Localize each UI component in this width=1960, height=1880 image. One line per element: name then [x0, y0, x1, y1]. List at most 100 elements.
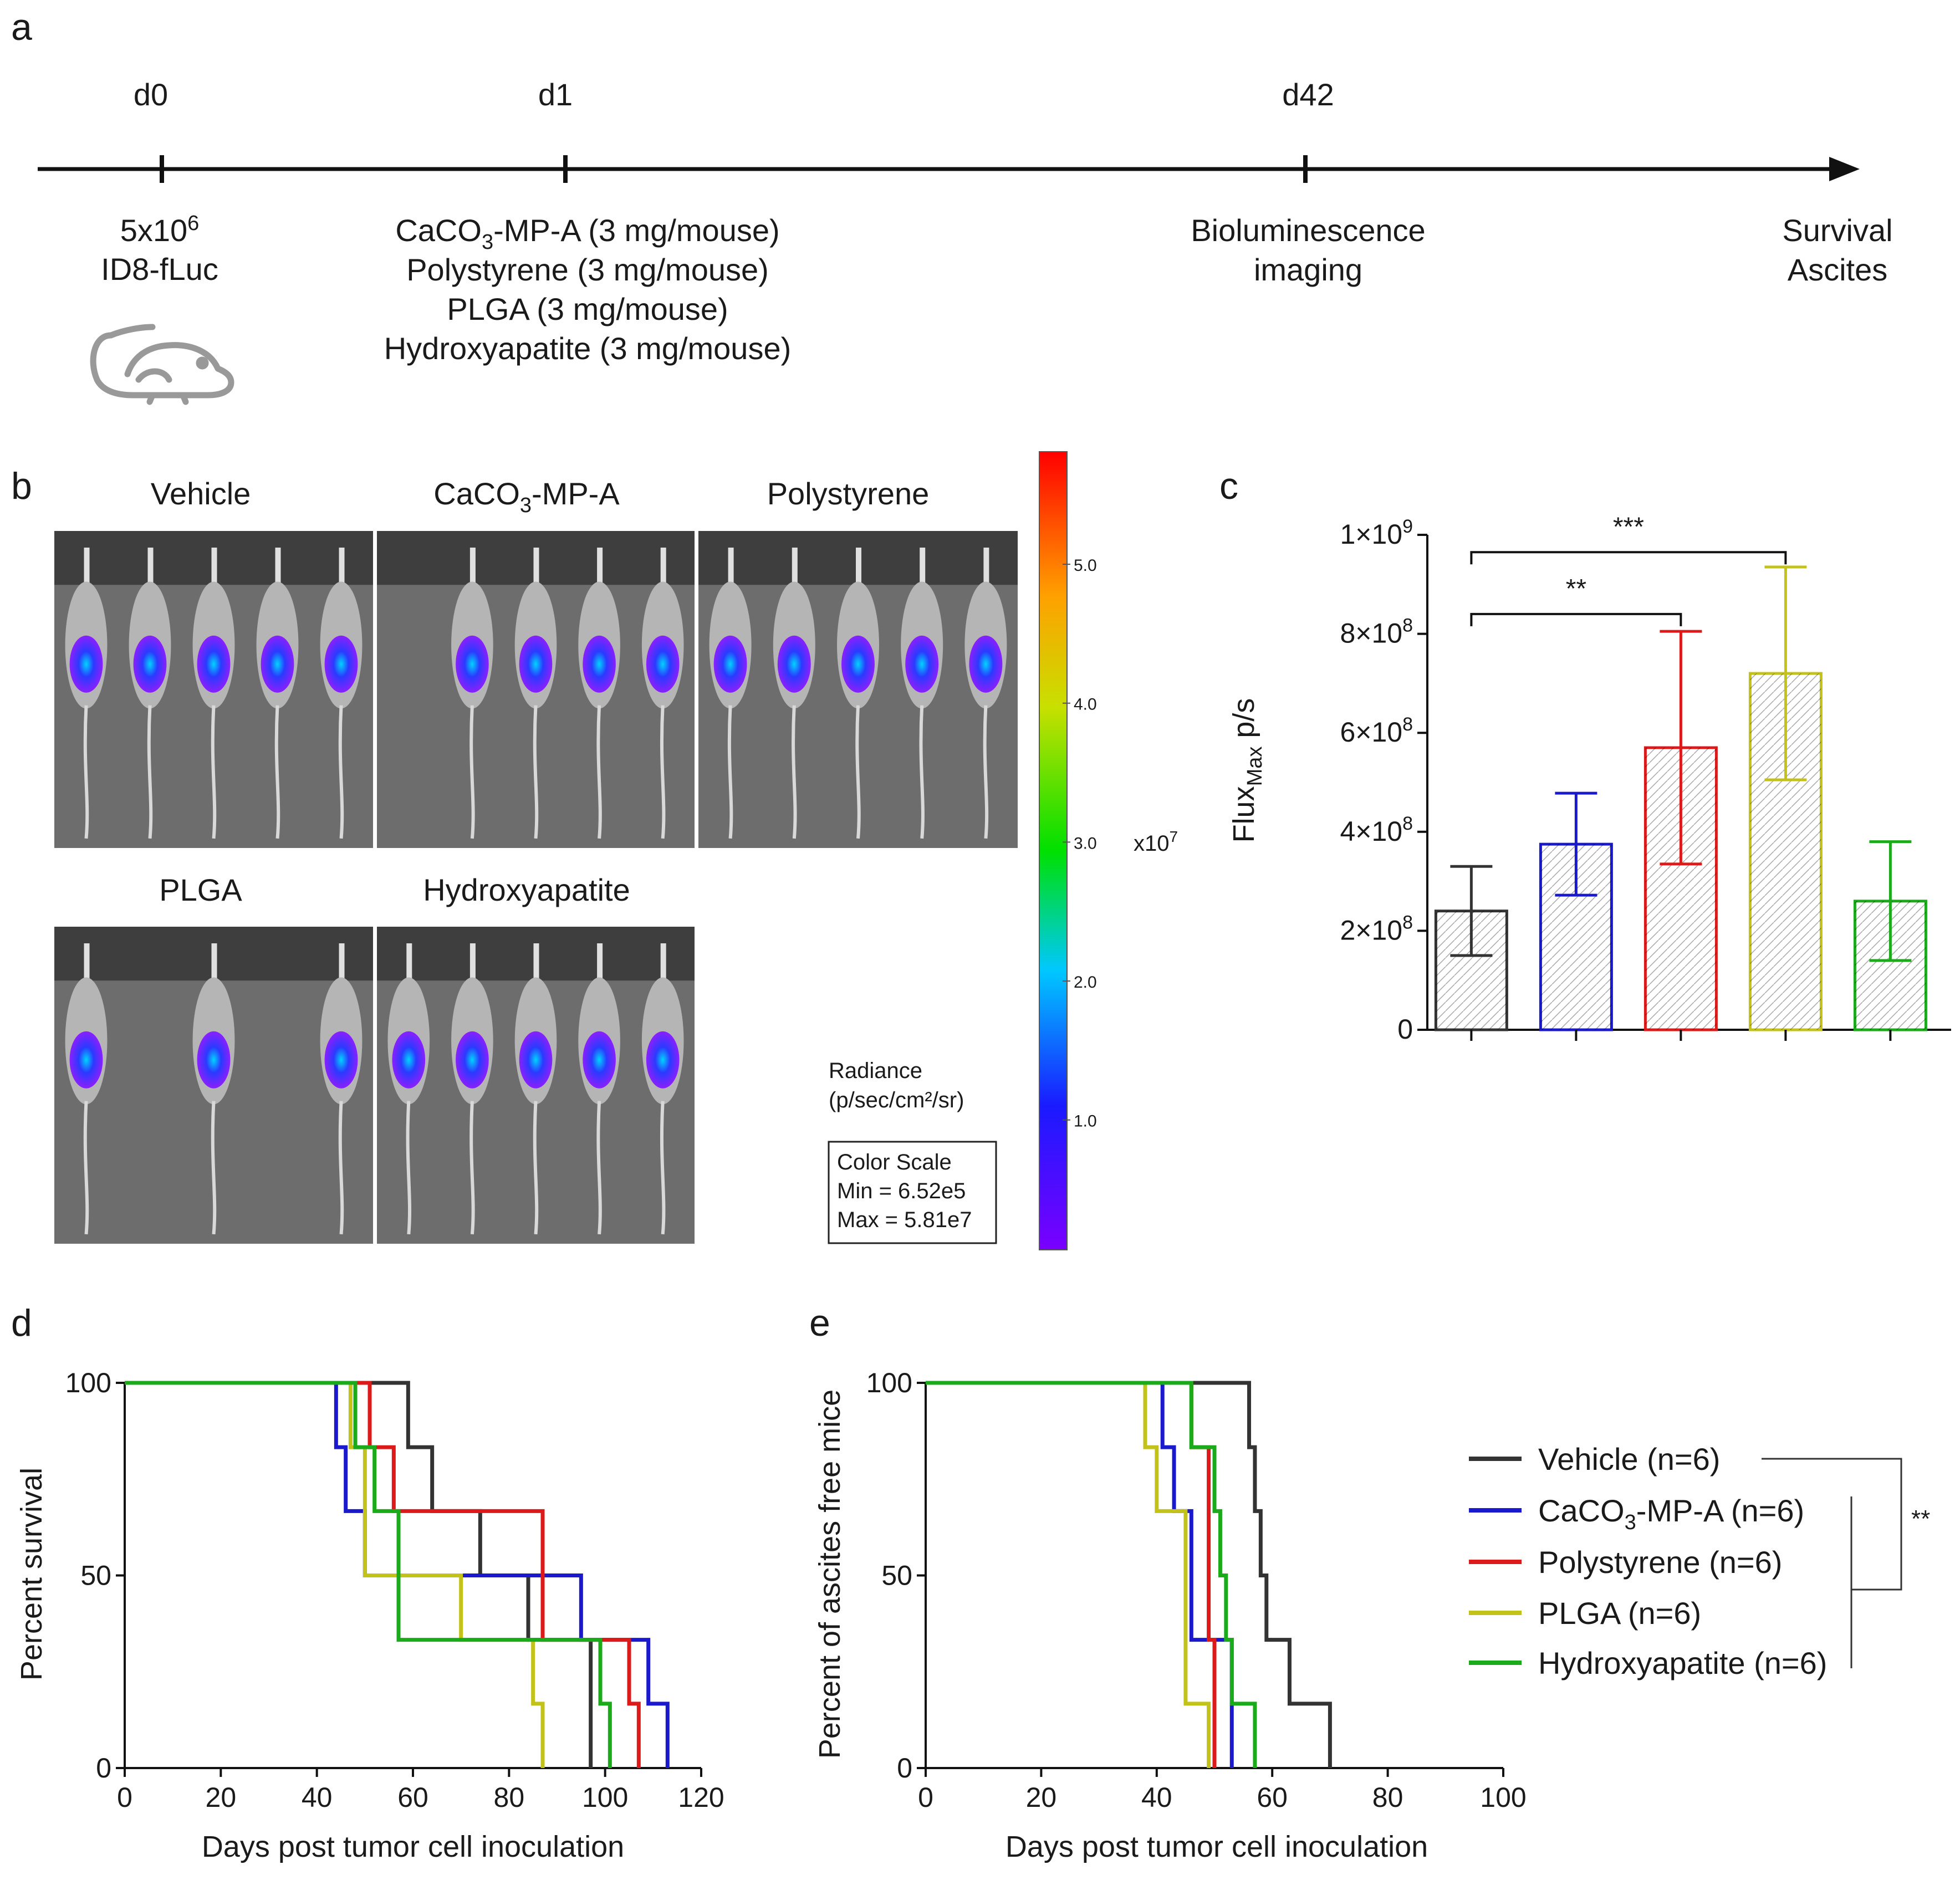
legend-significance-label: **	[1911, 1505, 1930, 1532]
significance-label: ***	[1613, 512, 1644, 541]
series-line-3	[125, 1381, 641, 1768]
d1-treatment-polystyrene: Polystyrene (3 mg/mouse)	[406, 252, 769, 287]
y-tick-label: 0	[1397, 1014, 1413, 1045]
mouse-image	[641, 943, 684, 1235]
legend-label-vehicle: Vehicle (n=6)	[1538, 1442, 1720, 1477]
y-tick-label: 0	[96, 1753, 111, 1784]
mouse-image	[320, 548, 363, 839]
x-tick-label: 40	[302, 1782, 333, 1813]
color-scale-title: Color Scale	[837, 1150, 952, 1174]
imaging-panel-hydroxyapatite	[377, 927, 695, 1244]
ascites-x-label: Days post tumor cell inoculation	[1005, 1830, 1428, 1863]
x-tick-label: 60	[397, 1782, 428, 1813]
mouse-image	[901, 548, 943, 839]
radiance-label: Radiance	[829, 1059, 922, 1083]
endpoint-ascites: Ascites	[1788, 252, 1888, 287]
imaging-panel-caco3	[377, 531, 695, 848]
scale-tick-label: 3.0	[1074, 834, 1097, 852]
survival-x-label: Days post tumor cell inoculation	[202, 1830, 624, 1863]
bar-1	[1434, 910, 1508, 1031]
mouse-image	[451, 943, 493, 1235]
radiance-unit: (p/sec/cm²/sr)	[829, 1088, 964, 1112]
y-tick-label: 8×108	[1340, 615, 1413, 649]
mouse-image	[65, 548, 108, 839]
mouse-image	[129, 548, 171, 839]
bar-4	[1748, 672, 1823, 1031]
series-line-1	[926, 1381, 1332, 1768]
mouse-image	[836, 548, 880, 839]
radiance-multiplier: x107	[1134, 828, 1178, 856]
scale-tick-label: 2.0	[1074, 973, 1097, 992]
mouse-image	[451, 548, 493, 839]
color-scale-box	[828, 1141, 997, 1244]
group-title-caco3: CaCO3-MP-A	[433, 476, 620, 517]
mouse-image	[320, 943, 363, 1235]
y-tick-label: 4×108	[1340, 813, 1413, 847]
panel-b: b Vehicle CaCO3-MP-A Polystyrene PLGA Hy…	[11, 451, 1178, 1250]
x-tick-label: 80	[1372, 1782, 1403, 1813]
y-tick-label: 1×109	[1340, 516, 1413, 550]
y-tick-label: 6×108	[1340, 714, 1413, 748]
y-tick-label: 2×108	[1340, 912, 1413, 946]
mouse-image	[387, 943, 430, 1235]
legend-label-polystyrene: Polystyrene (n=6)	[1538, 1545, 1782, 1580]
radiance-color-bar	[1039, 451, 1068, 1250]
y-tick-label: 100	[65, 1367, 111, 1398]
scale-tick-label: 1.0	[1074, 1112, 1097, 1131]
mouse-image	[641, 548, 684, 839]
mouse-image	[514, 943, 557, 1235]
x-tick-label: 20	[206, 1782, 237, 1813]
imaging-panel-vehicle	[54, 531, 373, 848]
d42-readout-line2: imaging	[1254, 252, 1362, 287]
panel-letter-b: b	[11, 465, 32, 507]
panel-letter-d: d	[11, 1302, 32, 1344]
x-tick-label: 0	[918, 1782, 933, 1813]
panel-c-bar-chart: c FluxMax p/s 0 2×108 4×108 6×108 8×108 1×109…	[1219, 465, 1951, 1045]
x-tick-label: 100	[582, 1782, 628, 1813]
group-title-vehicle: Vehicle	[151, 476, 251, 511]
endpoint-survival: Survival	[1782, 213, 1892, 248]
group-title-polystyrene: Polystyrene	[767, 476, 930, 511]
x-tick-label: 100	[1480, 1782, 1526, 1813]
significance-label: **	[1566, 574, 1586, 604]
legend-label-hydroxyapatite: Hydroxyapatite (n=6)	[1538, 1646, 1827, 1680]
color-scale-min: Min = 6.52e5	[837, 1179, 966, 1203]
legend: Vehicle (n=6) CaCO3-MP-A (n=6) Polystyre…	[1469, 1442, 1930, 1680]
ascites-y-label: Percent of ascites free mice	[813, 1389, 846, 1759]
series-line-5	[926, 1381, 1257, 1768]
color-scale-max: Max = 5.81e7	[837, 1208, 972, 1232]
y-tick-label: 50	[881, 1560, 912, 1591]
imaging-panel-polystyrene	[698, 531, 1018, 848]
d1-treatment-caco3: CaCO3-MP-A (3 mg/mouse)	[395, 213, 779, 254]
significance-bracket	[1470, 612, 1682, 626]
mouse-image	[709, 548, 752, 839]
mouse-image	[256, 548, 299, 839]
series-line-4	[926, 1381, 1211, 1768]
mouse-image	[514, 548, 557, 839]
survival-y-label: Percent survival	[15, 1468, 48, 1680]
x-tick-label: 0	[117, 1782, 132, 1813]
x-tick-label: 20	[1026, 1782, 1057, 1813]
timepoint-label-d0: d0	[134, 77, 168, 112]
series-line-5	[125, 1381, 612, 1768]
timepoint-label-d1: d1	[538, 77, 573, 112]
mouse-image	[65, 943, 108, 1235]
mouse-icon	[90, 324, 234, 405]
d1-treatment-plga: PLGA (3 mg/mouse)	[447, 292, 728, 326]
mouse-image	[578, 548, 620, 839]
y-tick-label: 0	[897, 1753, 912, 1784]
panel-a: a d0 d1 d42 5x106 ID8-fLuc CaCO3-MP-A (3…	[11, 6, 1893, 405]
x-tick-label: 40	[1141, 1782, 1172, 1813]
legend-label-caco3: CaCO3-MP-A (n=6)	[1538, 1493, 1804, 1534]
legend-significance-bracket	[1762, 1458, 1902, 1591]
mouse-image	[192, 943, 235, 1235]
significance-bracket	[1470, 551, 1787, 565]
d1-treatment-hydroxyapatite: Hydroxyapatite (3 mg/mouse)	[384, 331, 792, 366]
d0-cell-line: ID8-fLuc	[101, 252, 218, 287]
series-line-3	[926, 1381, 1217, 1768]
timeline-arrowhead	[1829, 157, 1860, 181]
y-tick-label: 50	[80, 1560, 111, 1591]
mouse-image	[773, 548, 815, 839]
panel-e-ascites-chart: e Percent of ascites free mice Days post…	[809, 1302, 1930, 1863]
